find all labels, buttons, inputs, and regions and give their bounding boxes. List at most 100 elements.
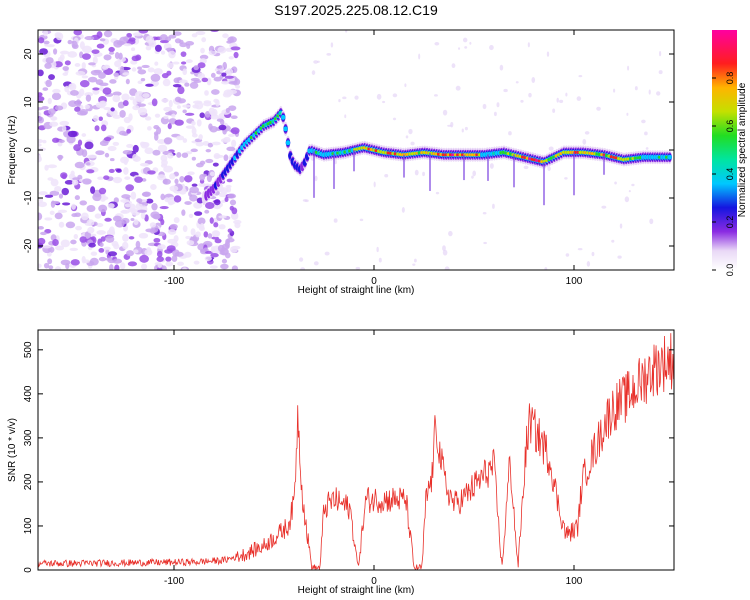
heatmap-noise-blob bbox=[205, 148, 212, 153]
heatmap-noise-blob bbox=[154, 61, 159, 66]
heatmap-noise-blob bbox=[86, 219, 95, 227]
heatmap-noise-blob bbox=[136, 198, 143, 203]
heatmap-noise-blob bbox=[464, 46, 468, 49]
heatmap-noise-blob bbox=[219, 119, 225, 125]
heatmap-noise-blob bbox=[141, 64, 150, 69]
heatmap-noise-blob bbox=[412, 263, 416, 266]
heatmap-noise-blob bbox=[208, 50, 217, 56]
heatmap-noise-blob bbox=[209, 265, 218, 269]
heatmap-noise-blob bbox=[38, 139, 44, 144]
heatmap-noise-blob bbox=[226, 186, 232, 193]
heatmap-noise-blob bbox=[211, 141, 221, 146]
heatmap-noise-blob bbox=[50, 178, 59, 187]
heatmap-noise-blob bbox=[184, 82, 190, 87]
heatmap-noise-blob bbox=[103, 136, 112, 142]
heatmap-noise-blob bbox=[137, 107, 148, 116]
heatmap-noise-blob bbox=[204, 90, 209, 96]
heatmap-noise-blob bbox=[191, 33, 198, 38]
heatmap-noise-blob bbox=[113, 72, 120, 77]
heatmap-noise-blob bbox=[205, 158, 214, 164]
heatmap-noise-blob bbox=[109, 226, 115, 235]
heatmap-noise-blob bbox=[60, 239, 70, 248]
heatmap-noise-blob bbox=[180, 51, 187, 57]
heatmap-noise-blob bbox=[87, 226, 95, 234]
heatmap-noise-blob bbox=[344, 114, 347, 119]
heatmap-noise-blob bbox=[154, 133, 159, 141]
heatmap-noise-blob bbox=[192, 104, 200, 109]
heatmap-noise-blob bbox=[157, 139, 166, 145]
heatmap-noise-blob bbox=[133, 219, 139, 226]
heatmap-noise-blob bbox=[160, 193, 166, 201]
heatmap-noise-blob bbox=[154, 44, 162, 52]
heatmap-noise-blob bbox=[147, 126, 152, 131]
heatmap-noise-blob bbox=[167, 228, 177, 235]
heatmap-noise-blob bbox=[122, 233, 129, 242]
heatmap-noise-blob bbox=[182, 109, 187, 114]
heatmap-noise-blob bbox=[658, 70, 663, 75]
heatmap-noise-blob bbox=[311, 70, 316, 75]
heatmap-noise-blob bbox=[135, 240, 141, 249]
snr-frame bbox=[37, 329, 675, 571]
heatmap-noise-blob bbox=[133, 249, 139, 254]
heatmap-noise-blob bbox=[376, 93, 382, 100]
heatmap-noise-blob bbox=[130, 217, 135, 222]
heatmap-noise-blob bbox=[161, 265, 167, 270]
heatmap-noise-blob bbox=[123, 167, 129, 175]
heatmap-noise-blob bbox=[81, 62, 86, 70]
heatmap-noise-blob bbox=[378, 257, 382, 263]
heatmap-noise-blob bbox=[134, 91, 145, 99]
heatmap-noise-blob bbox=[141, 192, 150, 197]
heatmap-noise-blob bbox=[114, 52, 120, 59]
heatmap-noise-blob bbox=[218, 124, 227, 131]
heatmap-noise-blob bbox=[149, 222, 157, 228]
figure-title: S197.2025.225.08.12.C19 bbox=[274, 2, 438, 18]
heatmap-noise-blob bbox=[137, 209, 147, 213]
heatmap-noise-blob bbox=[154, 113, 161, 118]
heatmap-noise-blob bbox=[163, 115, 169, 119]
heatmap-noise-blob bbox=[51, 200, 60, 205]
heatmap-noise-blob bbox=[153, 214, 161, 220]
heatmap-noise-blob bbox=[71, 179, 79, 186]
colorbar-gradient bbox=[712, 30, 737, 270]
heatmap-noise-blob bbox=[559, 99, 564, 104]
heatmap-noise-blob bbox=[180, 61, 187, 65]
heatmap-noise-blob bbox=[110, 107, 115, 112]
heatmap-noise-blob bbox=[359, 218, 364, 222]
heatmap-noise-blob bbox=[199, 112, 205, 119]
heatmap-noise-blob bbox=[91, 49, 100, 54]
heatmap-noise-blob bbox=[177, 261, 184, 266]
heatmap-noise-blob bbox=[548, 146, 554, 151]
heatmap-noise-blob bbox=[44, 217, 53, 221]
heatmap-noise-blob bbox=[187, 171, 195, 176]
heatmap-noise-blob bbox=[195, 141, 205, 147]
heatmap-noise-blob bbox=[112, 94, 121, 103]
heatmap-noise-blob bbox=[98, 256, 107, 262]
heatmap-noise-blob bbox=[81, 75, 89, 79]
heatmap-noise-blob bbox=[45, 44, 55, 48]
heatmap-noise-blob bbox=[195, 231, 201, 238]
heatmap-noise-blob bbox=[208, 107, 215, 115]
heatmap-noise-blob bbox=[134, 176, 143, 183]
heatmap-noise-blob bbox=[212, 162, 219, 167]
heatmap-noise-blob bbox=[224, 196, 229, 203]
heatmap-noise-blob bbox=[89, 257, 99, 266]
colorbar-tick-label: 0.6 bbox=[725, 120, 735, 133]
heatmap-noise-blob bbox=[656, 91, 661, 96]
heatmap-noise-blob bbox=[126, 128, 132, 134]
heatmap-noise-blob bbox=[523, 165, 529, 170]
heatmap-noise-blob bbox=[556, 97, 559, 103]
heatmap-noise-blob bbox=[190, 228, 196, 236]
heatmap-noise-blob bbox=[104, 152, 110, 158]
heatmap-noise-blob bbox=[469, 41, 472, 45]
heatmap-noise-blob bbox=[185, 59, 193, 63]
heatmap-noise-blob bbox=[90, 186, 96, 194]
heatmap-noise-blob bbox=[213, 199, 221, 206]
heatmap-noise-blob bbox=[92, 56, 98, 65]
heatmap-noise-blob bbox=[345, 30, 348, 33]
heatmap-noise-blob bbox=[184, 112, 195, 116]
heatmap-ridge-cell bbox=[283, 126, 288, 132]
heatmap-noise-blob bbox=[129, 96, 135, 101]
heatmap-noise-blob bbox=[102, 87, 112, 95]
heatmap-noise-blob bbox=[38, 92, 43, 97]
